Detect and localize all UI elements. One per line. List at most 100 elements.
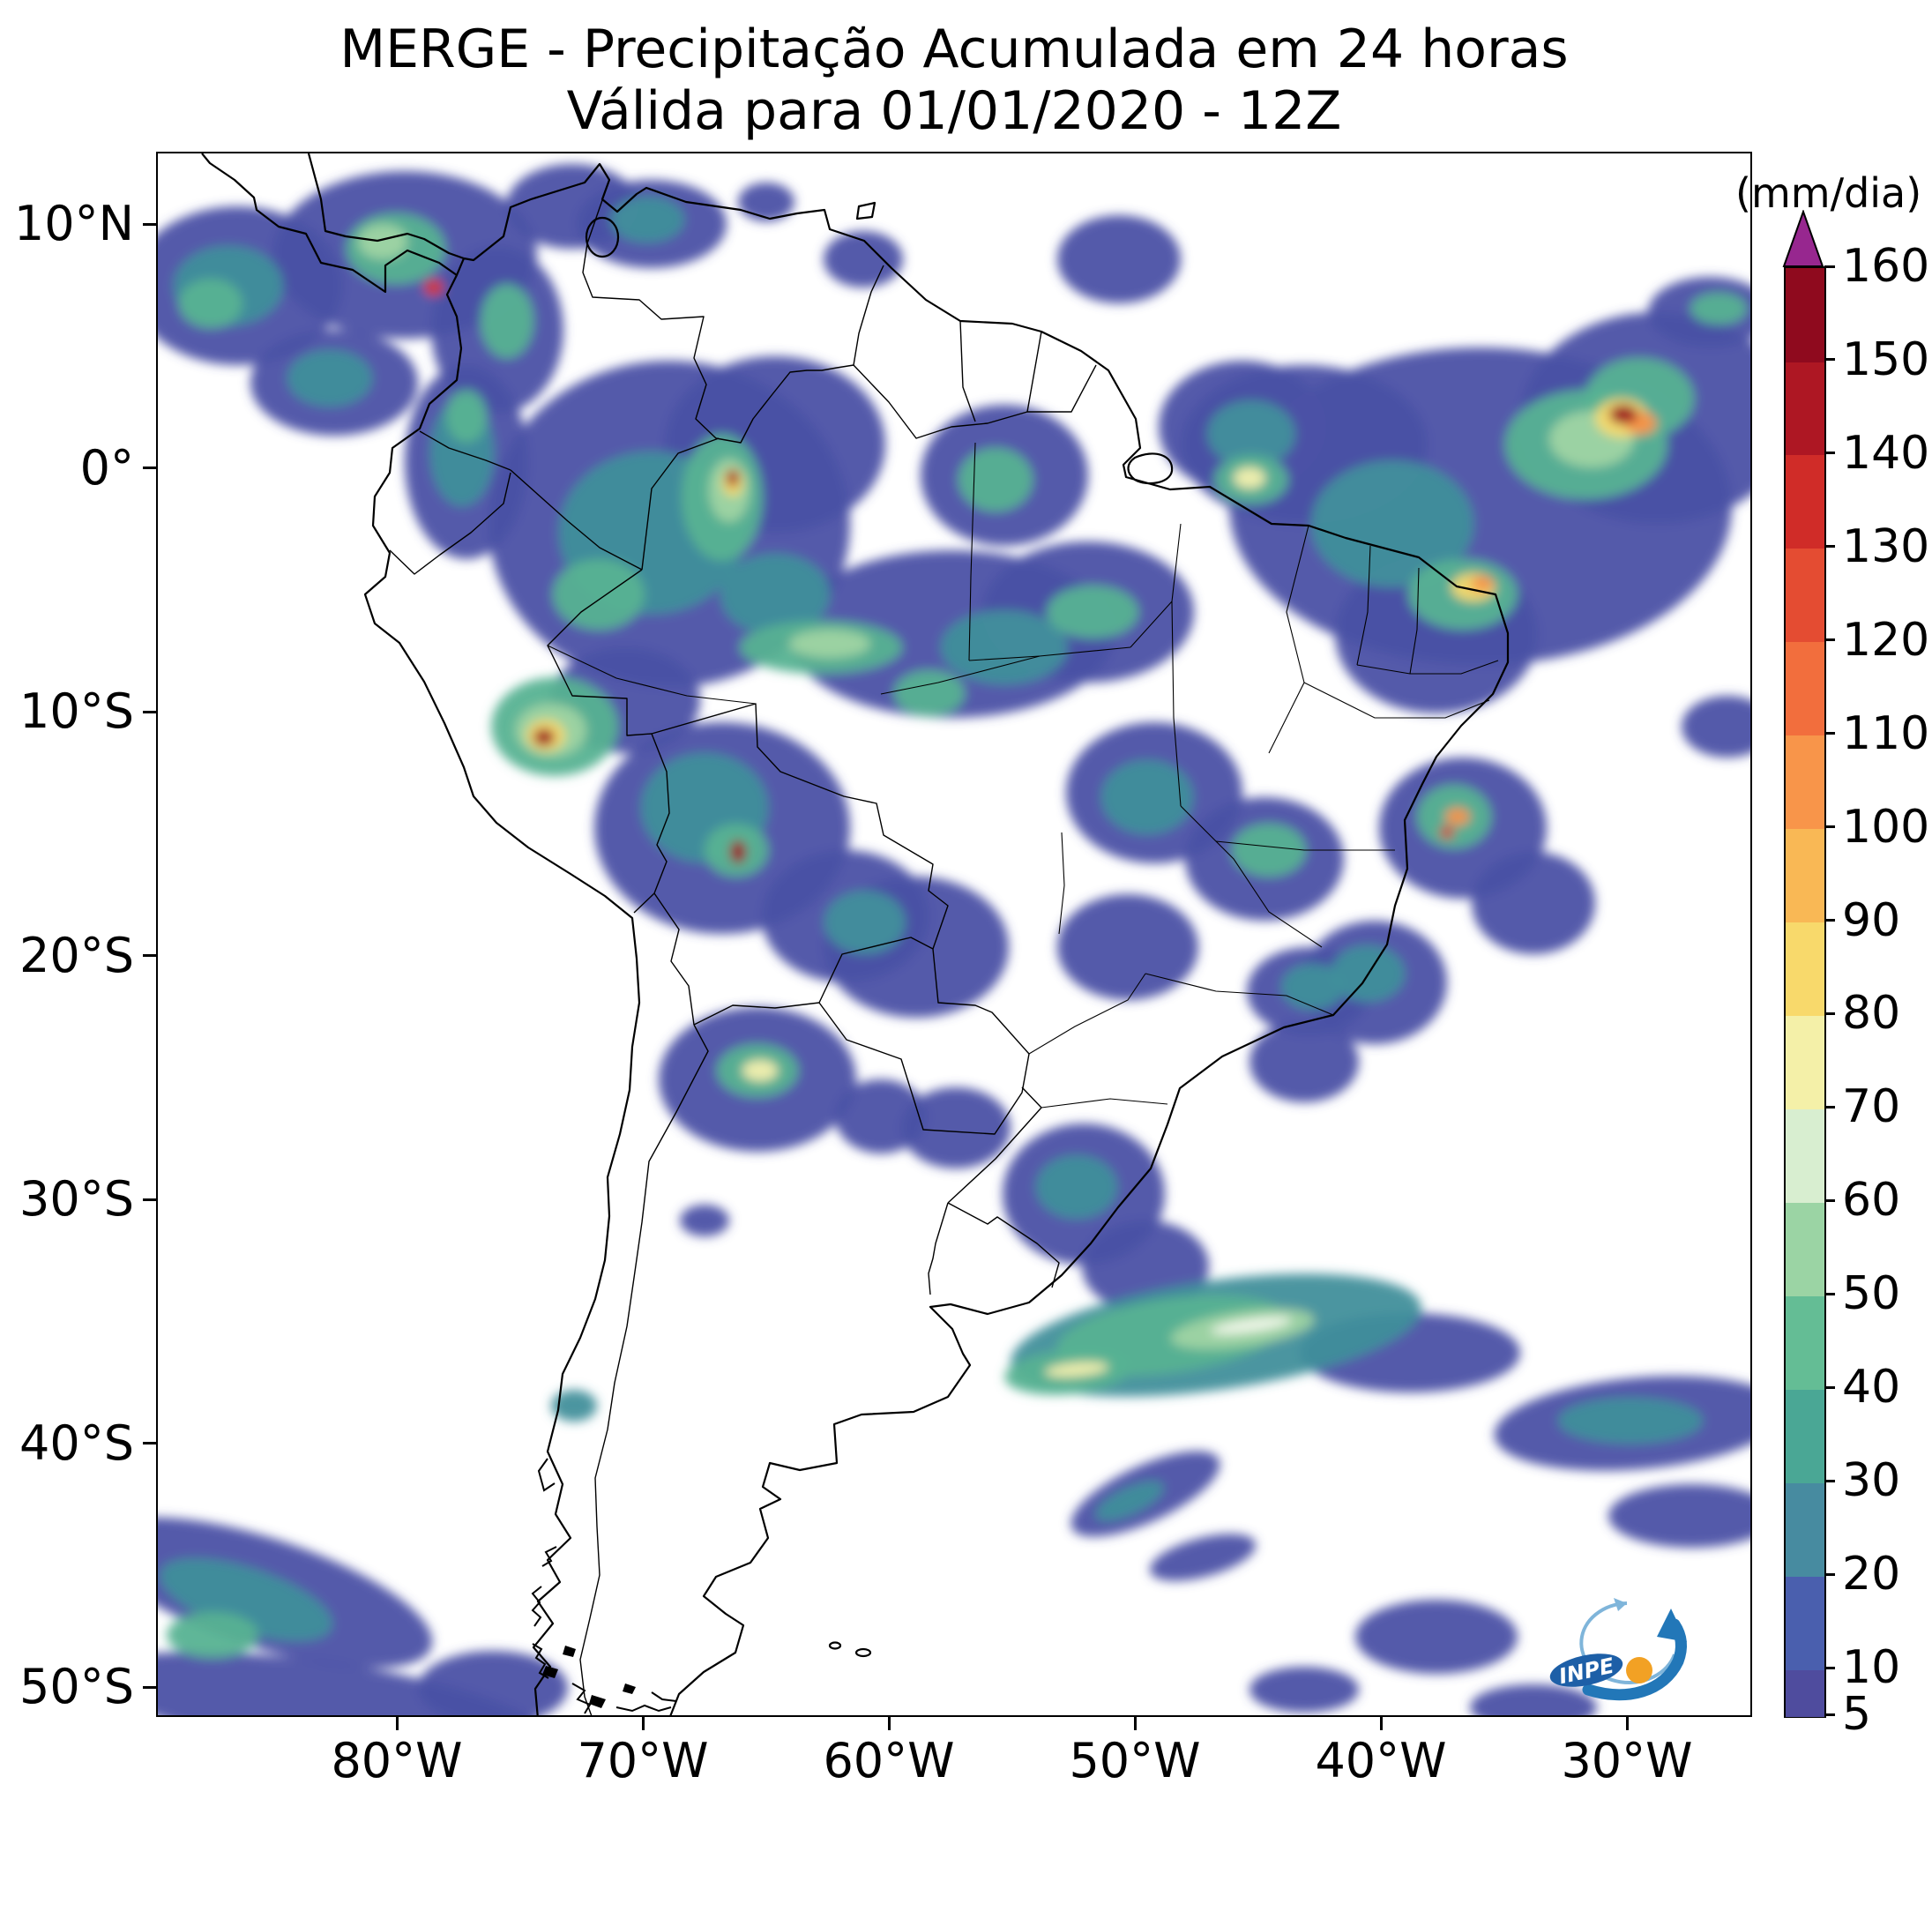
precipitation-blob	[1095, 1481, 1164, 1521]
colorbar-segment	[1786, 1109, 1824, 1203]
falkland-island-2	[828, 1641, 842, 1650]
precipitation-blob	[1211, 1317, 1292, 1334]
lon-tick-mark	[1625, 1717, 1629, 1730]
precipitation-blob	[789, 630, 870, 658]
colorbar-tick-label: 140	[1842, 426, 1930, 480]
precipitation-blob	[1558, 1398, 1703, 1444]
precipitation-blob	[1057, 215, 1181, 303]
colorbar-tick-mark	[1824, 1198, 1835, 1202]
country-borders-layer	[389, 179, 1097, 1715]
precipitation-blob	[1057, 894, 1198, 1000]
colorbar-tick-mark	[1824, 1572, 1835, 1576]
colorbar-tick-label: 90	[1842, 893, 1901, 947]
inpe-logo: INPE	[1549, 1598, 1687, 1701]
inpe-logo-bold-arrowhead	[1657, 1609, 1687, 1642]
colorbar-tick-mark	[1824, 1292, 1835, 1295]
lon-tick-label: 80°W	[331, 1733, 463, 1788]
precipitation-blob	[287, 350, 372, 407]
precipitation-blob	[358, 224, 407, 259]
precipitation-blob	[446, 390, 487, 443]
precipitation-blob	[1445, 808, 1470, 825]
colorbar-tick-mark	[1824, 638, 1835, 642]
colorbar-tick-mark	[1824, 1105, 1835, 1109]
colorbar-tick-label: 50	[1842, 1267, 1901, 1321]
precipitation-blob	[160, 1558, 332, 1641]
precipitation-blob	[1047, 586, 1138, 638]
colorbar-unit-label: (mm/dia)	[1735, 169, 1922, 217]
precipitation-blob	[824, 231, 903, 287]
precipitation-blob	[424, 280, 444, 295]
lat-tick-mark	[143, 954, 156, 957]
lon-tick-mark	[1133, 1717, 1137, 1730]
precipitation-blob	[720, 554, 830, 635]
colorbar-tick-mark	[1824, 1666, 1835, 1669]
colorbar-segment	[1786, 1202, 1824, 1296]
precipitation-blob	[1149, 1534, 1257, 1581]
colorbar-tick-mark	[1824, 452, 1835, 455]
colorbar-tick-label: 40	[1842, 1361, 1901, 1415]
precipitation-blob	[1249, 1667, 1359, 1713]
colorbar-segment	[1786, 1482, 1824, 1577]
lat-tick-mark	[143, 467, 156, 469]
lat-tick-label: 10°N	[13, 196, 134, 251]
precipitation-blob	[680, 1205, 729, 1236]
precipitation-blob	[1311, 460, 1473, 587]
lat-tick-label: 40°S	[19, 1415, 134, 1471]
figure-title-line1: MERGE - Precipitação Acumulada em 24 hor…	[339, 19, 1569, 80]
colorbar-segment	[1786, 454, 1824, 549]
precipitation-blob	[1281, 964, 1345, 1010]
lake-maracaibo	[585, 216, 620, 258]
precipitation-blob	[901, 1087, 1011, 1168]
colorbar-segment	[1786, 735, 1824, 830]
colorbar-tick-label: 70	[1842, 1080, 1901, 1134]
precipitation-blob	[730, 840, 746, 863]
precipitation-blob	[1609, 405, 1637, 424]
precipitation-blob	[1232, 824, 1306, 877]
colorbar-tick-label: 10	[1842, 1641, 1901, 1695]
precipitation-blob	[1355, 1600, 1518, 1674]
colorbar-tick-mark	[1824, 1011, 1835, 1015]
colorbar-segment	[1786, 922, 1824, 1017]
precipitation-layer	[158, 164, 1750, 1715]
precipitation-blob	[894, 670, 965, 716]
lat-tick-label: 20°S	[19, 927, 134, 983]
precipitation-blob	[610, 197, 684, 243]
lon-tick-label: 60°W	[823, 1733, 955, 1788]
coastline-layer	[201, 153, 1510, 1715]
precipitation-blob	[481, 284, 533, 358]
precipitation-blob	[179, 279, 242, 328]
colorbar-tick-label: 80	[1842, 987, 1901, 1041]
colorbar-tick-mark	[1824, 545, 1835, 549]
colorbar-tick-label: 160	[1842, 240, 1930, 293]
colorbar	[1784, 266, 1826, 1718]
precipitation-blob	[1608, 1484, 1750, 1548]
map-canvas	[158, 153, 1750, 1715]
precipitation-blob	[738, 183, 794, 221]
colorbar-tick-label: 110	[1842, 706, 1930, 760]
colorbar-segment	[1786, 1015, 1824, 1109]
lon-tick-label: 30°W	[1561, 1733, 1693, 1788]
colorbar-tick-label: 60	[1842, 1174, 1901, 1228]
lat-tick-label: 30°S	[19, 1171, 134, 1227]
colorbar-segment	[1786, 1295, 1824, 1390]
colorbar-tick-label: 5	[1842, 1688, 1872, 1741]
precipitation-blob	[551, 1390, 597, 1422]
colorbar-segment	[1786, 548, 1824, 643]
figure-title-line2: Válida para 01/01/2020 - 12Z	[566, 80, 1342, 142]
precipitation-blob	[959, 448, 1033, 511]
colorbar-tick-label: 150	[1842, 332, 1930, 386]
precipitation-blob	[1101, 760, 1193, 834]
colorbar-tick-label: 30	[1842, 1454, 1901, 1508]
lon-tick-label: 70°W	[577, 1733, 709, 1788]
colorbar-tick-label: 130	[1842, 519, 1930, 573]
colorbar-tick-mark	[1824, 919, 1835, 922]
precipitation-blob	[1682, 696, 1750, 758]
precipitation-blob	[158, 1652, 548, 1715]
lat-tick-mark	[143, 222, 156, 226]
precipitation-blob	[1470, 1684, 1597, 1715]
precipitation-blob	[1207, 400, 1295, 467]
lon-tick-mark	[887, 1717, 891, 1730]
colorbar-tick-label: 120	[1842, 613, 1930, 667]
central-america-coastline	[201, 153, 465, 294]
marajo-island	[1127, 452, 1174, 485]
